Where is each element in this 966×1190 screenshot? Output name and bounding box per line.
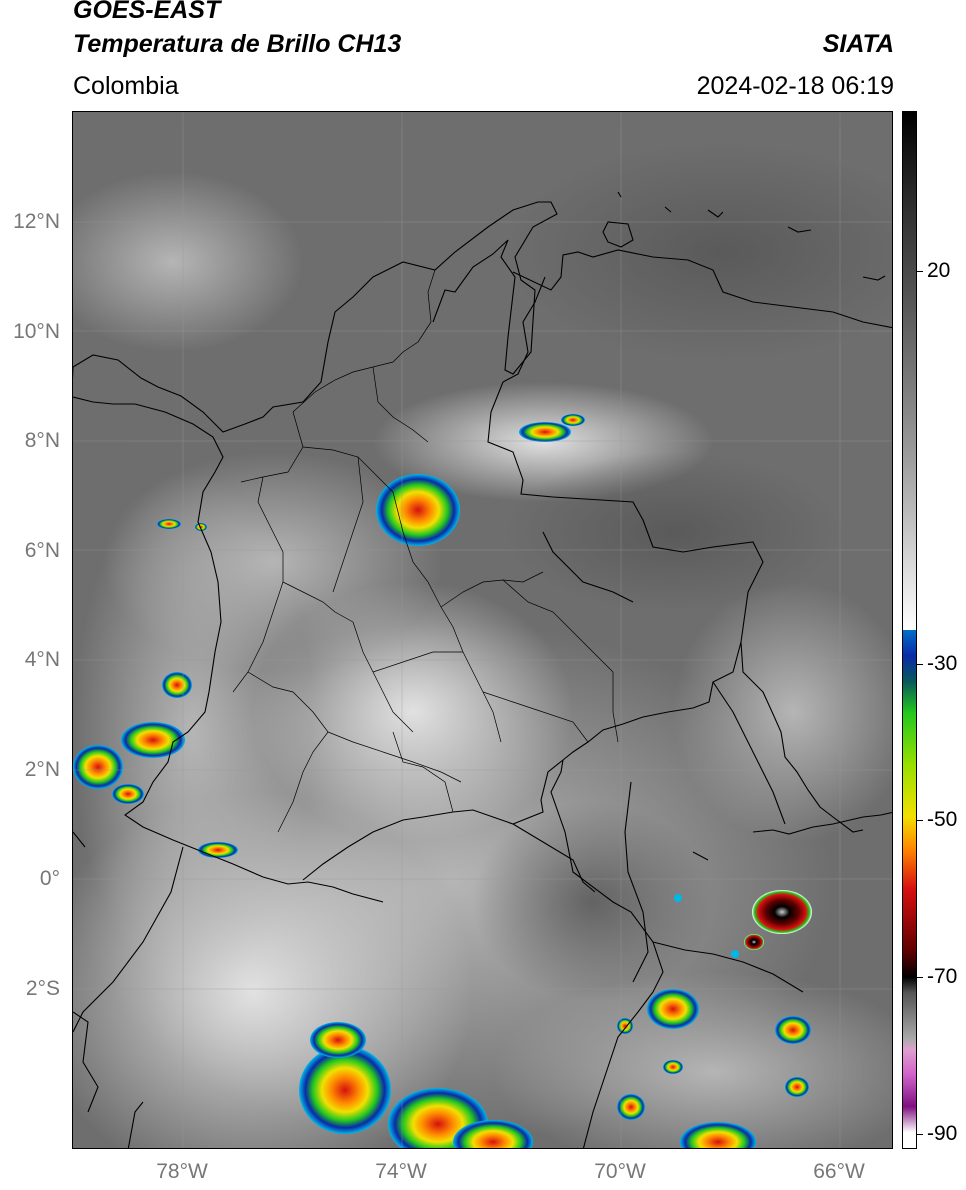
department-borders xyxy=(232,269,619,833)
map-canvas xyxy=(73,112,892,1148)
colorbar-tick-neg90 xyxy=(917,1134,923,1135)
satellite-map[interactable] xyxy=(72,111,893,1149)
colorbar-label-neg30: -30 xyxy=(927,652,958,675)
product-title: Temperatura de Brillo CH13 xyxy=(73,30,402,58)
lat-label-4n: 4°N xyxy=(24,648,60,671)
lat-label-8n: 8°N xyxy=(24,429,60,452)
lon-label-74w: 74°W xyxy=(375,1160,427,1183)
lat-label-10n: 10°N xyxy=(13,320,60,343)
colorbar-label-neg70: -70 xyxy=(927,965,958,988)
colorbar xyxy=(902,111,917,1149)
colorbar-tick-neg50 xyxy=(917,820,923,821)
graticule xyxy=(73,112,892,1148)
satellite-title: GOES-EAST xyxy=(73,0,221,24)
lon-label-78w: 78°W xyxy=(156,1160,208,1183)
country-borders xyxy=(302,276,864,1148)
colorbar-tick-neg30 xyxy=(917,664,923,665)
colorbar-tick-20 xyxy=(917,271,923,272)
lat-label-0: 0° xyxy=(39,867,60,890)
region-label: Colombia xyxy=(73,72,179,100)
lon-label-66w: 66°W xyxy=(813,1160,865,1183)
lat-label-2n: 2°N xyxy=(24,758,60,781)
lat-label-2s: 2°S xyxy=(25,977,60,1000)
coastlines xyxy=(73,191,892,1148)
brand-label: SIATA xyxy=(822,30,894,58)
colorbar-tick-neg70 xyxy=(917,977,923,978)
lat-label-6n: 6°N xyxy=(24,539,60,562)
colorbar-label-neg90: -90 xyxy=(927,1122,958,1145)
colorbar-label-20: 20 xyxy=(927,259,951,282)
lon-label-70w: 70°W xyxy=(594,1160,646,1183)
lat-label-12n: 12°N xyxy=(13,210,60,233)
colorbar-label-neg50: -50 xyxy=(927,808,958,831)
cloud-field xyxy=(73,142,892,1148)
timestamp-label: 2024-02-18 06:19 xyxy=(696,72,894,100)
